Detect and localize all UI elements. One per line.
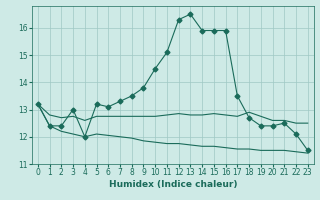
X-axis label: Humidex (Indice chaleur): Humidex (Indice chaleur)	[108, 180, 237, 189]
